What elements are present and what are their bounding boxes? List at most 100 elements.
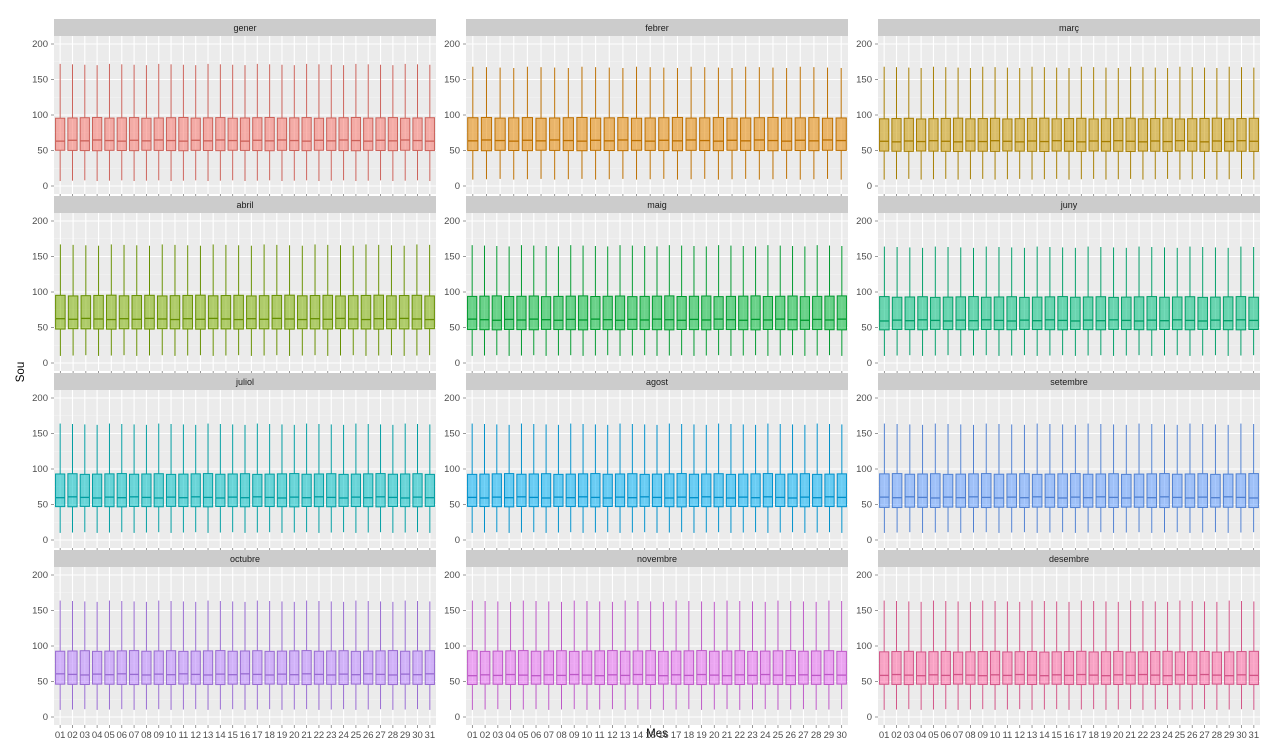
- x-tick-label: 17: [1076, 730, 1087, 741]
- box: [153, 117, 164, 151]
- box: [645, 650, 656, 685]
- box: [1076, 117, 1087, 152]
- y-tick-label: 50: [449, 323, 460, 334]
- box: [363, 473, 374, 508]
- x-tick-label: 11: [178, 730, 188, 741]
- x-tick-label: 29: [1224, 730, 1235, 741]
- x-tick-label: 21: [301, 730, 312, 741]
- box: [1057, 296, 1068, 331]
- y-tick-label: 150: [32, 252, 48, 263]
- x-tick-label: 30: [836, 730, 847, 741]
- box: [350, 650, 362, 685]
- x-tick-label: 02: [480, 730, 491, 741]
- box: [1248, 296, 1259, 330]
- box: [491, 295, 502, 331]
- box: [1125, 651, 1136, 685]
- box: [543, 650, 555, 685]
- box: [696, 650, 707, 686]
- y-tick-label: 150: [32, 75, 48, 86]
- y-tick-label: 0: [867, 535, 872, 546]
- box: [632, 650, 644, 685]
- x-tick-label: 05: [518, 730, 529, 741]
- box: [821, 117, 834, 151]
- y-tick-label: 50: [861, 323, 872, 334]
- box: [540, 296, 552, 330]
- box: [128, 117, 140, 152]
- box: [553, 473, 564, 507]
- box: [521, 117, 534, 152]
- y-tick-label: 200: [856, 216, 872, 227]
- x-tick-label: 22: [314, 730, 325, 741]
- x-tick-label: 03: [80, 730, 91, 741]
- box: [326, 650, 337, 685]
- box: [823, 650, 835, 685]
- box: [891, 296, 903, 330]
- x-tick-label: 22: [734, 730, 745, 741]
- x-tick-label: 26: [785, 730, 796, 741]
- box: [80, 295, 92, 330]
- box: [508, 117, 520, 151]
- box: [658, 117, 670, 152]
- box: [1113, 117, 1124, 152]
- box: [178, 650, 189, 685]
- y-tick-label: 0: [43, 712, 48, 723]
- box: [639, 295, 650, 331]
- box: [276, 473, 288, 508]
- box: [1174, 118, 1186, 152]
- box: [1162, 117, 1173, 152]
- y-tick-label: 0: [43, 535, 48, 546]
- box: [683, 650, 695, 685]
- x-tick-label: 02: [67, 730, 78, 741]
- box: [1031, 296, 1043, 331]
- box: [233, 294, 244, 330]
- y-tick-label: 0: [455, 712, 460, 723]
- facet-strip: [54, 373, 436, 390]
- box: [955, 473, 967, 508]
- box: [1236, 651, 1247, 685]
- box: [1002, 118, 1013, 152]
- box: [1224, 651, 1235, 685]
- box: [479, 650, 491, 685]
- box: [699, 117, 711, 151]
- box: [239, 650, 251, 685]
- y-tick-label: 100: [32, 641, 48, 652]
- facet-strip: [466, 196, 848, 213]
- y-tick-label: 200: [444, 393, 460, 404]
- box: [759, 650, 771, 685]
- facet-strip: [54, 196, 436, 213]
- y-tick-label: 200: [856, 39, 872, 50]
- x-tick-label: 09: [153, 730, 164, 741]
- y-tick-label: 100: [856, 110, 872, 121]
- box: [190, 650, 201, 685]
- box: [1088, 118, 1099, 152]
- x-tick-label: 06: [940, 730, 951, 741]
- y-tick-label: 100: [32, 464, 48, 475]
- box: [879, 473, 890, 508]
- box: [767, 116, 779, 152]
- box: [1082, 473, 1094, 508]
- x-tick-label: 31: [425, 730, 436, 741]
- box: [1051, 118, 1062, 152]
- box: [594, 650, 605, 685]
- box: [904, 473, 916, 508]
- box: [701, 295, 712, 331]
- x-tick-label: 03: [493, 730, 504, 741]
- box: [118, 295, 130, 330]
- box: [664, 473, 675, 508]
- box: [607, 650, 618, 686]
- box: [879, 296, 890, 331]
- box: [516, 295, 527, 331]
- box: [347, 295, 359, 330]
- box: [313, 473, 325, 508]
- box: [313, 117, 325, 151]
- y-tick-label: 200: [856, 393, 872, 404]
- x-tick-label: 20: [289, 730, 300, 741]
- box: [614, 473, 626, 508]
- box: [688, 473, 700, 507]
- x-tick-label: 19: [696, 730, 707, 741]
- y-tick-label: 200: [444, 216, 460, 227]
- facet-strip: [878, 196, 1260, 213]
- box: [1125, 117, 1136, 152]
- box: [1248, 473, 1259, 509]
- box: [424, 473, 435, 507]
